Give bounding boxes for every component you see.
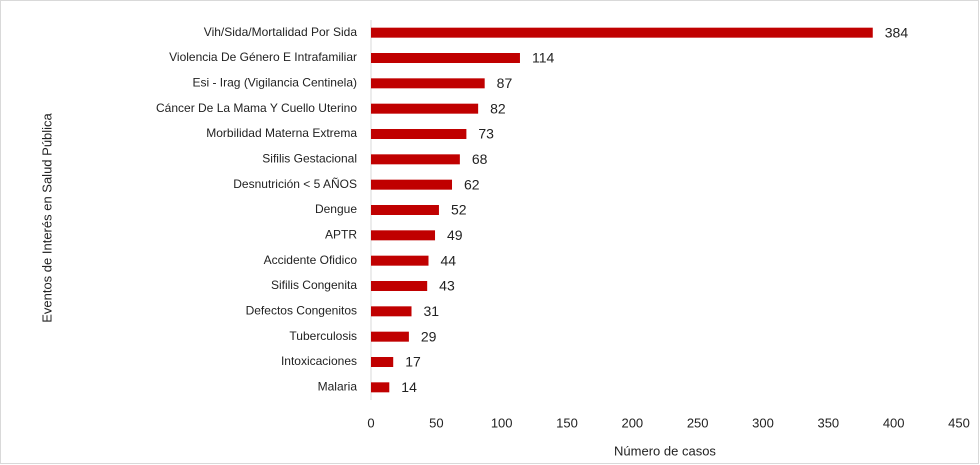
y-tick-label: Tuberculosis	[289, 329, 357, 343]
data-label: 62	[464, 176, 480, 192]
data-label: 14	[401, 379, 417, 395]
bar	[371, 331, 409, 342]
bar	[371, 179, 453, 190]
bar	[371, 357, 394, 367]
bar	[371, 154, 460, 165]
data-label: 49	[447, 227, 463, 243]
bar	[371, 382, 390, 393]
x-tick-label: 200	[621, 415, 643, 430]
data-label: 114	[532, 50, 555, 66]
x-tick-label: 100	[491, 415, 513, 430]
y-tick-label: Sifilis Congenita	[271, 278, 357, 292]
x-tick-label: 0	[367, 415, 374, 430]
x-tick-label: 300	[752, 415, 774, 430]
bar	[371, 27, 873, 38]
y-tick-label: Accidente Ofidico	[264, 253, 358, 267]
bar	[371, 53, 520, 63]
y-tick-label: Violencia De Género E Intrafamiliar	[169, 50, 357, 64]
x-tick-label: 250	[687, 415, 709, 430]
bar	[371, 103, 479, 114]
x-tick-label: 150	[556, 415, 578, 430]
y-tick-label: Defectos Congenitos	[246, 304, 357, 318]
data-label: 73	[478, 126, 494, 142]
y-tick-label: Intoxicaciones	[281, 354, 357, 368]
bar	[371, 255, 429, 266]
data-label: 31	[424, 303, 440, 319]
y-axis-title: Eventos de Interés en Salud Pública	[39, 112, 54, 322]
bar	[371, 230, 436, 241]
y-tick-label: APTR	[325, 228, 357, 242]
x-tick-label: 450	[948, 415, 970, 430]
y-tick-label: Sifilis Gestacional	[262, 152, 357, 166]
data-label: 43	[439, 278, 455, 294]
bar	[371, 281, 428, 291]
y-tick-label: Desnutrición < 5 AÑOS	[233, 177, 357, 191]
data-label: 87	[497, 75, 513, 91]
x-tick-label: 50	[429, 415, 443, 430]
data-label: 82	[490, 100, 506, 116]
x-tick-label: 400	[883, 415, 905, 430]
data-label: 52	[451, 202, 467, 218]
y-tick-label: Morbilidad Materna Extrema	[206, 126, 357, 140]
y-tick-label: Dengue	[315, 202, 357, 216]
bar	[371, 306, 412, 317]
x-axis-title: Número de casos	[614, 443, 716, 458]
data-label: 29	[421, 328, 437, 344]
y-tick-label: Vih/Sida/Mortalidad Por Sida	[204, 25, 358, 39]
y-tick-label: Malaria	[318, 380, 358, 394]
data-label: 68	[472, 151, 488, 167]
data-label: 384	[885, 24, 909, 40]
y-tick-label: Cáncer De La Mama Y Cuello Uterino	[156, 101, 357, 115]
bar	[371, 129, 467, 139]
x-tick-label: 350	[817, 415, 839, 430]
bar	[371, 205, 439, 215]
y-tick-label: Esi - Irag (Vigilancia Centinela)	[192, 76, 357, 90]
bar	[371, 78, 485, 89]
data-label: 17	[405, 354, 421, 370]
data-label: 44	[440, 252, 456, 268]
